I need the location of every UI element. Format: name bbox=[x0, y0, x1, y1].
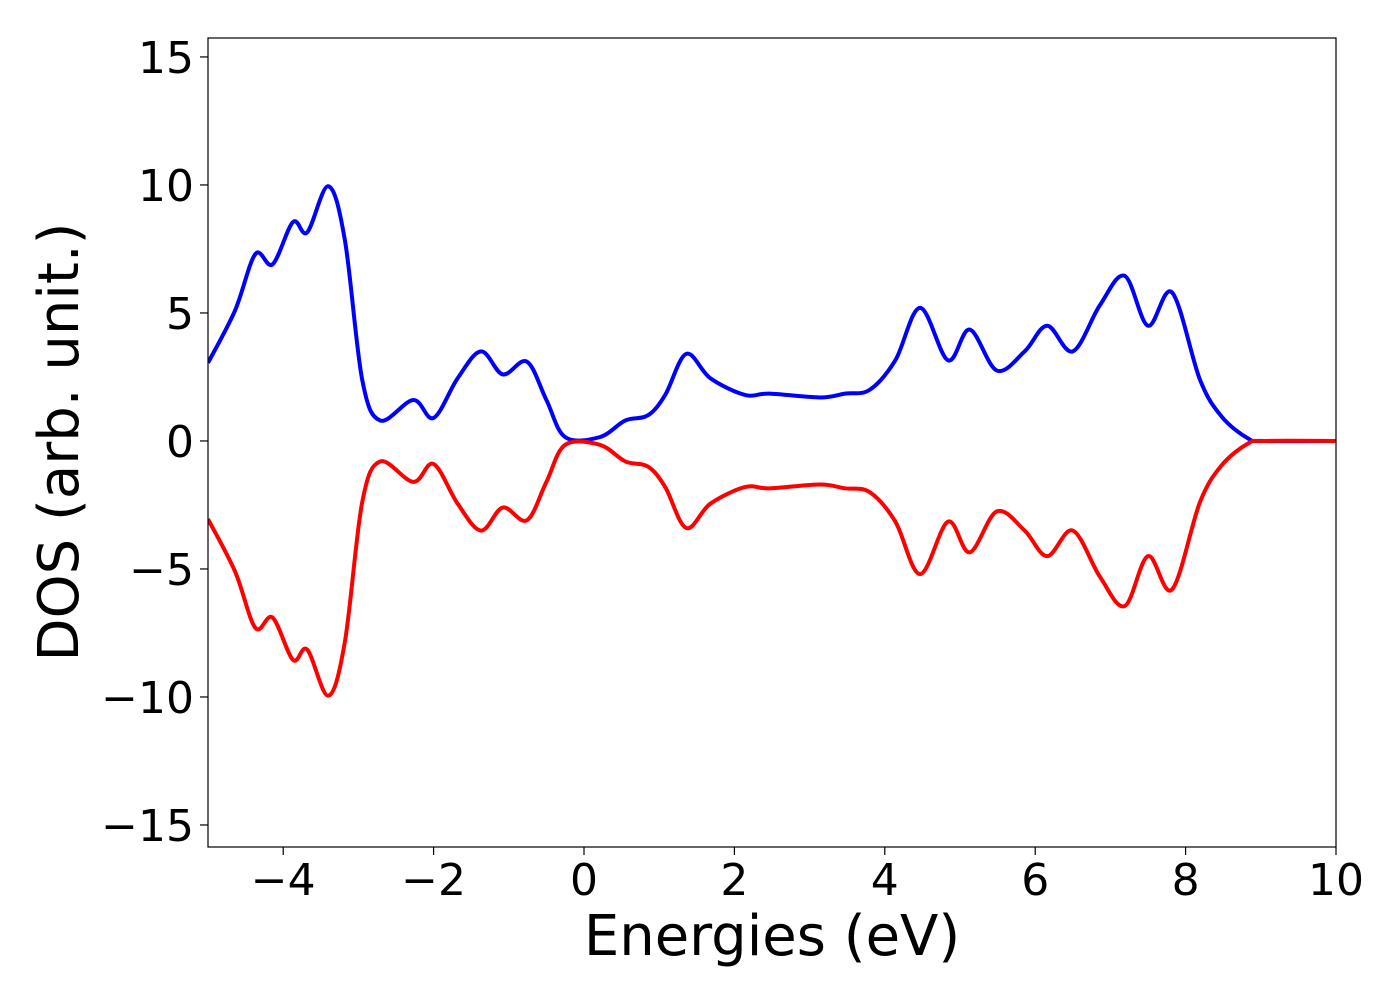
dos-line bbox=[208, 438, 1336, 698]
x-tick-label: 10 bbox=[1308, 855, 1364, 906]
y-tick-label: −15 bbox=[101, 801, 194, 852]
x-tick-label: −2 bbox=[401, 855, 466, 906]
y-tick-label: 10 bbox=[138, 161, 194, 212]
y-tick-label: 5 bbox=[166, 289, 194, 340]
x-tick-label: 6 bbox=[1021, 855, 1049, 906]
x-tick-label: −4 bbox=[251, 855, 316, 906]
x-tick-label: 4 bbox=[871, 855, 899, 906]
y-tick-label: 0 bbox=[166, 417, 194, 468]
y-axis-label: DOS (arb. unit.) bbox=[27, 222, 92, 661]
x-tick-label: 8 bbox=[1172, 855, 1200, 906]
y-tick-label: 15 bbox=[138, 33, 194, 84]
x-axis-label: Energies (eV) bbox=[584, 904, 960, 969]
dos-line bbox=[208, 184, 1336, 444]
plot-frame bbox=[207, 37, 1337, 848]
x-tick-label: 2 bbox=[720, 855, 748, 906]
y-tick-label: −5 bbox=[129, 545, 194, 596]
x-tick-label: 0 bbox=[570, 855, 598, 906]
y-tick-label: −10 bbox=[101, 673, 194, 724]
